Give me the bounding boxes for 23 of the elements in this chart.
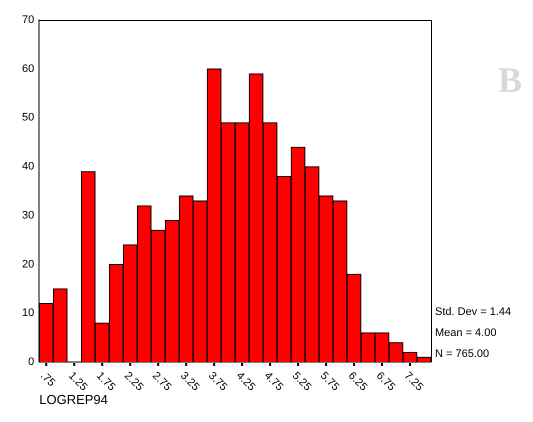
x-tick-label: 1.75 bbox=[94, 370, 118, 394]
x-tick-label: 4.75 bbox=[262, 370, 286, 394]
y-tick-label: 20 bbox=[22, 258, 34, 270]
y-tick-label: 60 bbox=[22, 62, 34, 75]
x-tick-label: 1.25 bbox=[66, 370, 90, 394]
y-tick-label: 40 bbox=[22, 160, 34, 173]
x-tick-label: 3.75 bbox=[206, 370, 230, 394]
x-tick-label: 6.25 bbox=[346, 370, 370, 394]
text: Std. Dev = 1.44 bbox=[435, 306, 512, 318]
y-tick-label: 70 bbox=[22, 14, 34, 26]
x-tick-label: .75 bbox=[38, 370, 58, 390]
text: Mean = 4.00 bbox=[435, 327, 496, 340]
y-tick-label: 10 bbox=[22, 307, 34, 320]
x-tick-label: 3.25 bbox=[178, 370, 202, 394]
x-tick-label: 2.75 bbox=[150, 370, 174, 394]
y-tick-label: 50 bbox=[22, 112, 34, 124]
x-axis-title: LOGREP94 bbox=[39, 392, 108, 407]
y-tick-label: 0 bbox=[28, 356, 34, 368]
x-tick-label: 2.25 bbox=[122, 370, 146, 394]
y-tick-label: 30 bbox=[22, 209, 34, 222]
x-tick-label: 4.25 bbox=[234, 370, 258, 394]
x-tick-label: 6.75 bbox=[374, 370, 398, 394]
text: N = 765.00 bbox=[435, 348, 490, 360]
